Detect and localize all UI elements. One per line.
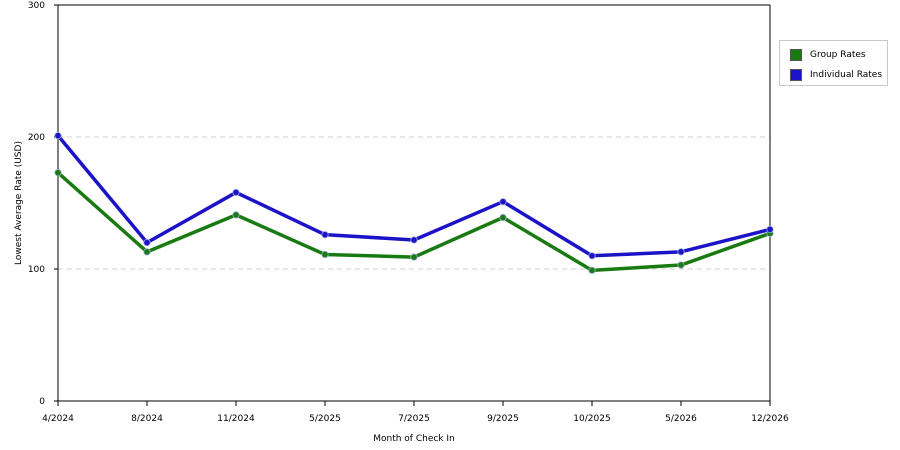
x-tick-label-3: 5/2025 [309,414,341,424]
data-point-individual-rates-6 [588,252,596,260]
x-tick-label-2: 11/2024 [217,414,255,424]
x-tick-label-5: 9/2025 [487,414,519,424]
data-point-group-rates-1 [143,248,151,256]
x-tick-label-1: 8/2024 [131,414,163,424]
y-tick-label-0: 0 [39,397,45,407]
x-tick-label-4: 7/2025 [398,414,430,424]
data-point-group-rates-2 [232,211,240,219]
data-point-group-rates-0 [54,169,62,177]
legend-label-group-rates: Group Rates [810,50,866,60]
data-point-group-rates-3 [321,250,329,259]
data-point-group-rates-4 [410,253,418,261]
y-tick-labels: 0 100 200 300 [28,1,58,407]
y-tick-label-300: 300 [28,1,45,11]
legend: Group Rates Individual Rates [779,40,888,86]
legend-label-individual-rates: Individual Rates [810,70,883,80]
axes [57,4,771,402]
x-axis-label: Month of Check In [373,434,455,444]
data-point-individual-rates-4 [410,236,418,244]
data-point-individual-rates-5 [499,198,507,206]
data-point-individual-rates-0 [54,132,62,140]
legend-item-individual-rates: Individual Rates [790,68,882,82]
data-point-individual-rates-3 [321,231,329,239]
y-axis-label: Lowest Average Rate (USD) [14,141,24,265]
x-tick-label-6: 10/2025 [573,414,610,424]
legend-item-group-rates: Group Rates [790,48,866,62]
series-lines [54,132,774,274]
y-tick-label-200: 200 [28,133,45,143]
data-point-individual-rates-7 [677,248,685,256]
data-point-group-rates-6 [588,266,596,274]
x-tick-label-8: 12/2026 [751,414,789,424]
data-point-group-rates-7 [677,261,685,269]
x-tick-label-7: 5/2026 [665,414,697,424]
data-point-group-rates-5 [499,213,507,222]
legend-swatch-group-rates [790,49,802,61]
data-point-individual-rates-8 [766,225,774,233]
data-point-individual-rates-1 [143,239,151,247]
gridlines [58,136,770,270]
y-tick-label-100: 100 [28,265,45,275]
x-tick-label-0: 4/2024 [42,414,74,424]
x-tick-labels: 4/2024 8/2024 11/2024 5/2025 7/2025 9/2025 10/… [42,401,789,424]
legend-swatch-individual-rates [790,69,802,81]
data-point-individual-rates-2 [232,188,240,197]
